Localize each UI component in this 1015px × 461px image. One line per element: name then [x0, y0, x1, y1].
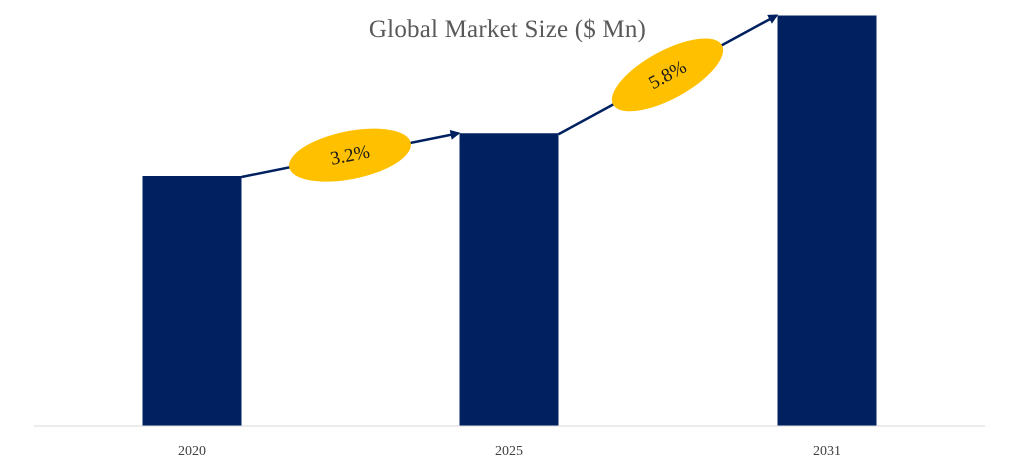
x-axis-ticks: 2020 2025 2031 — [178, 444, 841, 459]
bars — [142, 15, 877, 426]
growth-badges: 3.2% 5.8% — [289, 38, 724, 182]
growth-badge-ellipse — [611, 38, 724, 112]
x-tick-label: 2031 — [813, 444, 841, 459]
bar-2025 — [459, 133, 559, 426]
growth-badge-ellipse — [289, 128, 411, 182]
x-tick-label: 2020 — [178, 444, 206, 459]
bar-2031 — [777, 15, 877, 426]
x-tick-label: 2025 — [495, 444, 523, 459]
growth-badge: 5.8% — [611, 38, 724, 112]
bar-2020 — [142, 176, 242, 426]
growth-badge: 3.2% — [289, 128, 411, 182]
chart-title: Global Market Size ($ Mn) — [368, 16, 647, 43]
